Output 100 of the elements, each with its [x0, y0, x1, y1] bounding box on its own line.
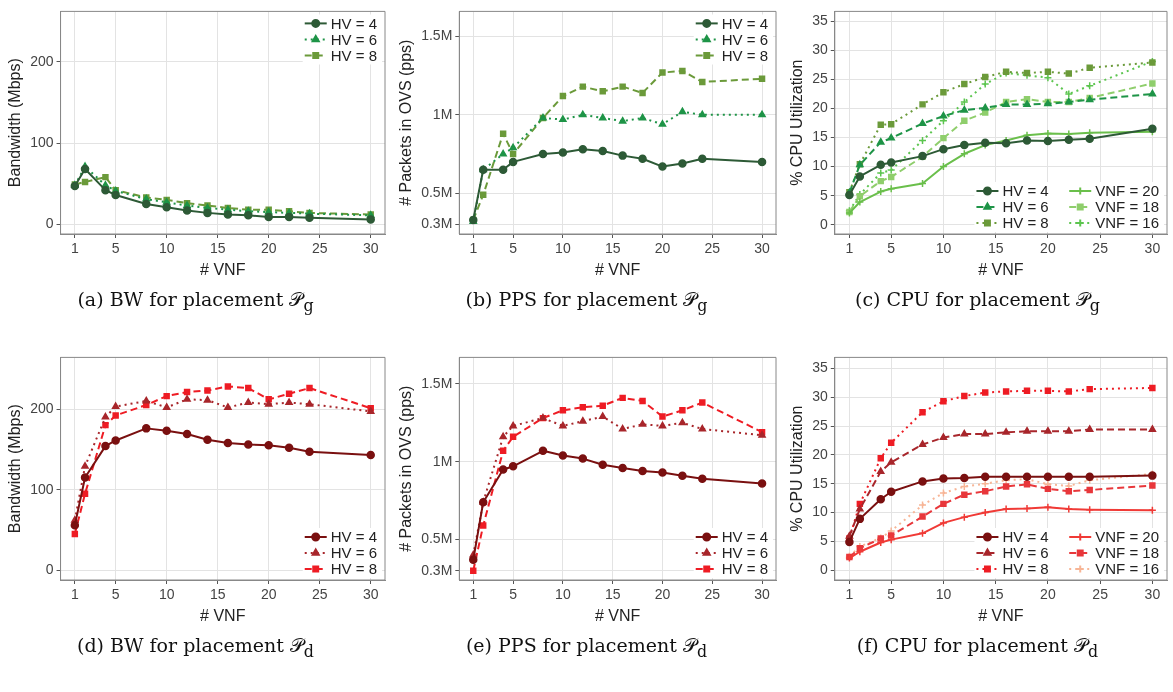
- legend-label: HV = 8: [1002, 560, 1049, 578]
- legend-label: HV = 4: [721, 528, 769, 546]
- x-tick-label: 10: [935, 240, 952, 257]
- y-tick-label: 200: [30, 399, 54, 416]
- x-tick-label: 1: [469, 240, 478, 257]
- legend-label: HV = 6: [1002, 198, 1049, 216]
- x-tick-label: 15: [209, 240, 226, 257]
- y-axis-title: # Packets in OVS (pps): [397, 385, 415, 552]
- y-tick-label: 15: [812, 128, 828, 145]
- x-tick-label: 10: [935, 586, 952, 603]
- x-axis-title: # VNF: [594, 260, 641, 278]
- y-tick-label: 0: [819, 561, 828, 578]
- legend-label: HV = 4: [1002, 528, 1049, 546]
- y-axis-title: Bandwidth (Mbps): [6, 58, 24, 188]
- text: (e) PPS for placement 𝒫$_{d}$: [464, 634, 709, 661]
- legend-label: HV = 6: [721, 30, 769, 48]
- x-tick-label: 1: [469, 586, 478, 603]
- y-axis-title: % CPU Utilization: [788, 59, 806, 186]
- text: (f) CPU for placement 𝒫$_{d}$: [855, 634, 1100, 661]
- y-tick-label: 1.5M: [421, 27, 453, 44]
- x-tick-label: 10: [158, 240, 175, 257]
- x-tick-label: 20: [1040, 586, 1056, 603]
- legend-label: VNF = 16: [1095, 214, 1159, 232]
- x-tick-label: 5: [887, 240, 896, 257]
- y-tick-label: 35: [812, 359, 828, 376]
- x-tick-label: 30: [1144, 240, 1161, 257]
- x-axis-title: # VNF: [978, 606, 1024, 624]
- x-tick-label: 20: [654, 240, 671, 257]
- legend-label: HV = 8: [1002, 214, 1049, 232]
- x-tick-label: 25: [311, 586, 328, 603]
- x-tick-label: 30: [754, 586, 771, 603]
- y-tick-label: 0: [45, 561, 54, 578]
- x-tick-label: 10: [555, 240, 571, 257]
- x-tick-label: 20: [260, 240, 277, 257]
- y-tick-label: 1.5M: [421, 374, 453, 391]
- x-tick-label: 5: [509, 240, 518, 257]
- y-tick-label: 200: [30, 52, 54, 69]
- text: (c) CPU for placement 𝒫$_{g}$: [854, 288, 1101, 315]
- legend-label: HV = 6: [1002, 544, 1049, 562]
- legend-label: HV = 6: [330, 30, 378, 48]
- x-tick-label: 25: [311, 240, 328, 257]
- y-tick-label: 20: [812, 445, 828, 462]
- y-tick-label: 0: [45, 215, 54, 232]
- legend-label: HV = 4: [721, 14, 769, 32]
- legend-label: VNF = 20: [1095, 182, 1159, 200]
- y-tick-label: 0.3M: [421, 561, 453, 578]
- x-tick-label: 15: [987, 240, 1004, 257]
- text: (d) BW for placement 𝒫$_{d}$: [76, 634, 315, 661]
- y-tick-label: 35: [812, 12, 828, 29]
- legend-label: HV = 6: [330, 544, 378, 562]
- legend-label: HV = 8: [330, 560, 378, 578]
- x-tick-label: 25: [704, 586, 721, 603]
- x-axis-title: # VNF: [594, 606, 641, 624]
- y-tick-label: 0.5M: [421, 530, 453, 547]
- legend-label: VNF = 16: [1095, 560, 1159, 578]
- y-tick-label: 5: [819, 532, 828, 549]
- y-tick-label: 15: [812, 474, 828, 491]
- x-tick-label: 10: [158, 586, 175, 603]
- x-tick-label: 1: [70, 586, 79, 603]
- y-tick-label: 0.3M: [421, 215, 453, 232]
- y-tick-label: 100: [30, 133, 54, 150]
- x-tick-label: 30: [754, 240, 771, 257]
- legend-label: HV = 4: [330, 14, 378, 32]
- legend-label: VNF = 20: [1095, 528, 1159, 546]
- x-tick-label: 20: [1040, 240, 1056, 257]
- x-tick-label: 30: [362, 586, 379, 603]
- x-tick-label: 15: [209, 586, 226, 603]
- x-tick-label: 10: [555, 586, 571, 603]
- legend-label: HV = 8: [721, 560, 769, 578]
- legend-label: VNF = 18: [1095, 198, 1159, 216]
- y-tick-label: 30: [812, 388, 828, 405]
- x-axis-title: # VNF: [200, 260, 246, 278]
- y-tick-label: 1M: [432, 105, 453, 122]
- x-tick-label: 30: [1144, 586, 1161, 603]
- x-tick-label: 1: [845, 586, 854, 603]
- y-tick-label: 1M: [432, 452, 453, 469]
- x-tick-label: 1: [70, 240, 79, 257]
- y-axis-title: Bandwidth (Mbps): [6, 404, 24, 534]
- x-tick-label: 20: [654, 586, 671, 603]
- legend-label: HV = 8: [721, 46, 769, 64]
- y-tick-label: 20: [812, 99, 828, 116]
- legend-label: HV = 6: [721, 544, 769, 562]
- x-tick-label: 25: [1092, 240, 1109, 257]
- x-tick-label: 5: [509, 586, 518, 603]
- y-tick-label: 25: [812, 416, 828, 433]
- legend-label: HV = 4: [330, 528, 378, 546]
- y-tick-label: 25: [812, 70, 828, 87]
- x-axis-title: # VNF: [978, 260, 1024, 278]
- y-tick-label: 100: [30, 480, 54, 497]
- text: (b) PPS for placement 𝒫$_{g}$: [464, 288, 709, 315]
- x-tick-label: 25: [704, 240, 721, 257]
- x-tick-label: 25: [1092, 586, 1109, 603]
- y-tick-label: 10: [812, 503, 828, 520]
- x-axis-title: # VNF: [200, 606, 246, 624]
- y-axis-title: % CPU Utilization: [788, 405, 806, 532]
- y-tick-label: 0.5M: [421, 184, 453, 201]
- x-tick-label: 15: [604, 586, 621, 603]
- x-tick-label: 15: [987, 586, 1004, 603]
- y-tick-label: 0: [819, 215, 828, 232]
- x-tick-label: 15: [604, 240, 621, 257]
